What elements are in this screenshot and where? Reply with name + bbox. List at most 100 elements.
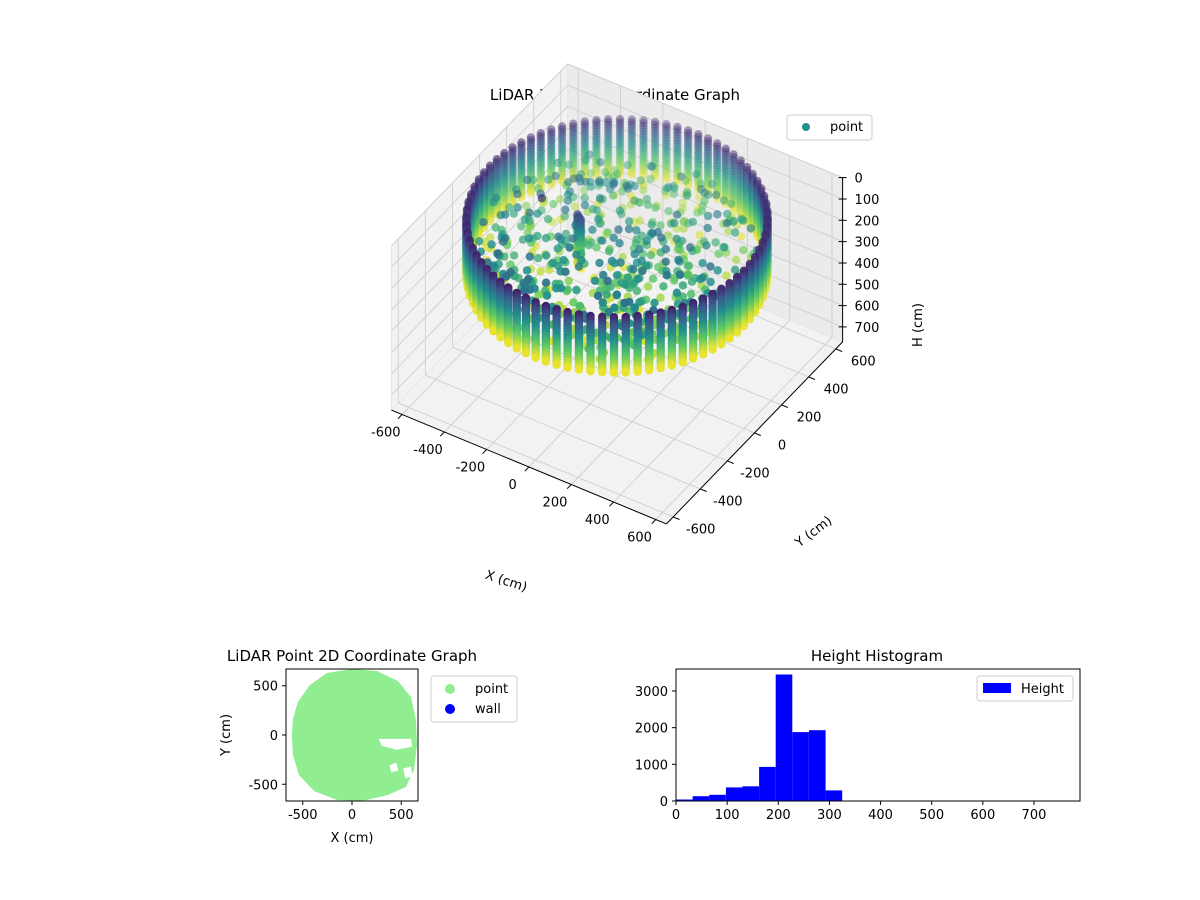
chart-histogram-x-tick-label: 700 — [1022, 808, 1047, 823]
chart-3d-point — [694, 171, 703, 180]
chart-3d-point — [650, 148, 660, 157]
chart-3d-point — [694, 135, 703, 144]
chart-3d-point — [621, 280, 630, 289]
chart-3d-point — [686, 243, 695, 252]
chart-3d-point — [557, 172, 567, 181]
chart-2d-y-tick-label: 0 — [270, 729, 278, 744]
chart-3d-point — [592, 157, 601, 166]
chart-3d-point — [646, 250, 656, 260]
chart-3d-y-tick-label: 0 — [778, 438, 786, 453]
chart-3d-x-tick — [651, 519, 657, 525]
chart-3d-z-tick-label: 400 — [855, 257, 880, 272]
chart-3d-point — [604, 140, 613, 149]
chart-histogram-legend: Height — [976, 675, 1074, 702]
chart-3d-point — [736, 159, 745, 168]
chart-3d-point — [602, 290, 611, 299]
chart-2d-gap — [389, 762, 399, 773]
grid-z-back — [567, 63, 843, 179]
chart-2d-y-tick-label: -500 — [248, 778, 278, 793]
chart-2d-y-tick-label: 500 — [253, 680, 278, 695]
chart-2d-gap — [403, 766, 413, 779]
chart-3d-points — [462, 114, 772, 377]
chart-3d-point — [736, 162, 745, 171]
chart-3d-point — [736, 200, 745, 210]
chart-histogram-ticks: 0 100 200 300 400 500 600 700 0 1000 2000 3000 — [635, 685, 1046, 823]
chart-histogram-x-tick-label: 300 — [817, 808, 842, 823]
chart-3d-point — [721, 169, 730, 178]
chart-3d-point — [719, 196, 729, 205]
chart-3d-point — [560, 212, 569, 221]
chart-3d-point — [554, 232, 563, 241]
chart-3d-point — [592, 121, 601, 130]
chart-3d-point — [650, 128, 660, 138]
chart-3d-point — [598, 236, 607, 245]
chart-3d-point — [569, 161, 578, 170]
chart-3d-point — [662, 175, 671, 184]
chart-3d-point — [662, 142, 671, 151]
chart-3d-point — [580, 145, 589, 154]
chart-3d-point — [711, 238, 720, 247]
chart-3d-point — [592, 168, 601, 178]
chart-3d-y-tick — [727, 460, 734, 464]
chart-3d-point — [678, 358, 687, 367]
chart-3d-point — [746, 224, 755, 233]
chart-2d-plot-area — [291, 669, 418, 801]
chart-3d-point — [580, 150, 589, 160]
chart-3d-point — [604, 145, 613, 154]
chart-3d-point — [563, 285, 572, 294]
chart-3d-point — [683, 173, 693, 182]
chart-2d-xlabel: X (cm) — [331, 831, 374, 846]
chart-3d-point — [615, 114, 625, 124]
chart-3d-point — [608, 180, 618, 189]
chart-3d-point — [592, 152, 601, 161]
chart-3d-point — [557, 141, 567, 150]
chart-3d-point — [592, 138, 601, 147]
chart-3d-point — [536, 162, 545, 171]
chart-3d-y-tick-label: -600 — [686, 522, 716, 537]
chart-3d-point — [536, 167, 545, 177]
chart-3d-point — [627, 123, 636, 132]
chart-3d-point — [604, 246, 614, 256]
chart-3d-point — [569, 138, 578, 148]
chart-3d-point — [694, 130, 703, 139]
chart-3d-z-tick-label: 0 — [855, 172, 863, 187]
chart-3d-point — [615, 134, 625, 143]
chart-3d-point — [639, 181, 648, 190]
chart-3d-point — [489, 326, 498, 336]
chart-3d-point — [648, 274, 658, 283]
chart-3d-point — [580, 142, 589, 151]
chart-3d-point — [673, 147, 682, 157]
chart-3d-point — [534, 290, 543, 299]
grid-y-floor — [398, 402, 674, 518]
chart-3d-point — [633, 275, 642, 284]
chart-histogram-bar — [809, 730, 826, 801]
chart-3d-point — [627, 126, 636, 135]
chart-3d-point — [585, 150, 594, 159]
chart-3d-point — [533, 209, 542, 218]
chart-3d-point — [580, 185, 589, 195]
chart-3d-point — [651, 203, 660, 212]
chart-3d-point — [604, 131, 613, 141]
chart-3d-point — [580, 120, 589, 129]
chart-3d-point — [630, 303, 639, 312]
chart-3d-point — [615, 123, 625, 132]
chart-3d-point — [615, 162, 625, 171]
chart-3d-point — [721, 144, 730, 153]
chart-3d-point — [712, 190, 721, 200]
chart-3d-point — [673, 156, 682, 165]
chart-3d-point — [592, 127, 601, 136]
chart-3d-point — [662, 133, 671, 143]
chart-3d-point — [513, 203, 522, 212]
chart-3d-point — [662, 128, 671, 137]
chart-3d-point — [736, 173, 745, 182]
chart-3d-point — [525, 252, 535, 261]
chart-3d-point — [581, 177, 590, 186]
chart-3d-point — [615, 170, 625, 179]
chart-3d-point — [683, 131, 693, 140]
chart-3d-point — [639, 160, 648, 169]
chart-3d-point — [563, 196, 573, 205]
chart-3d-point — [557, 144, 567, 153]
chart-3d-point — [695, 230, 704, 240]
chart-3d-point — [604, 167, 613, 177]
chart-3d-point — [536, 151, 545, 160]
